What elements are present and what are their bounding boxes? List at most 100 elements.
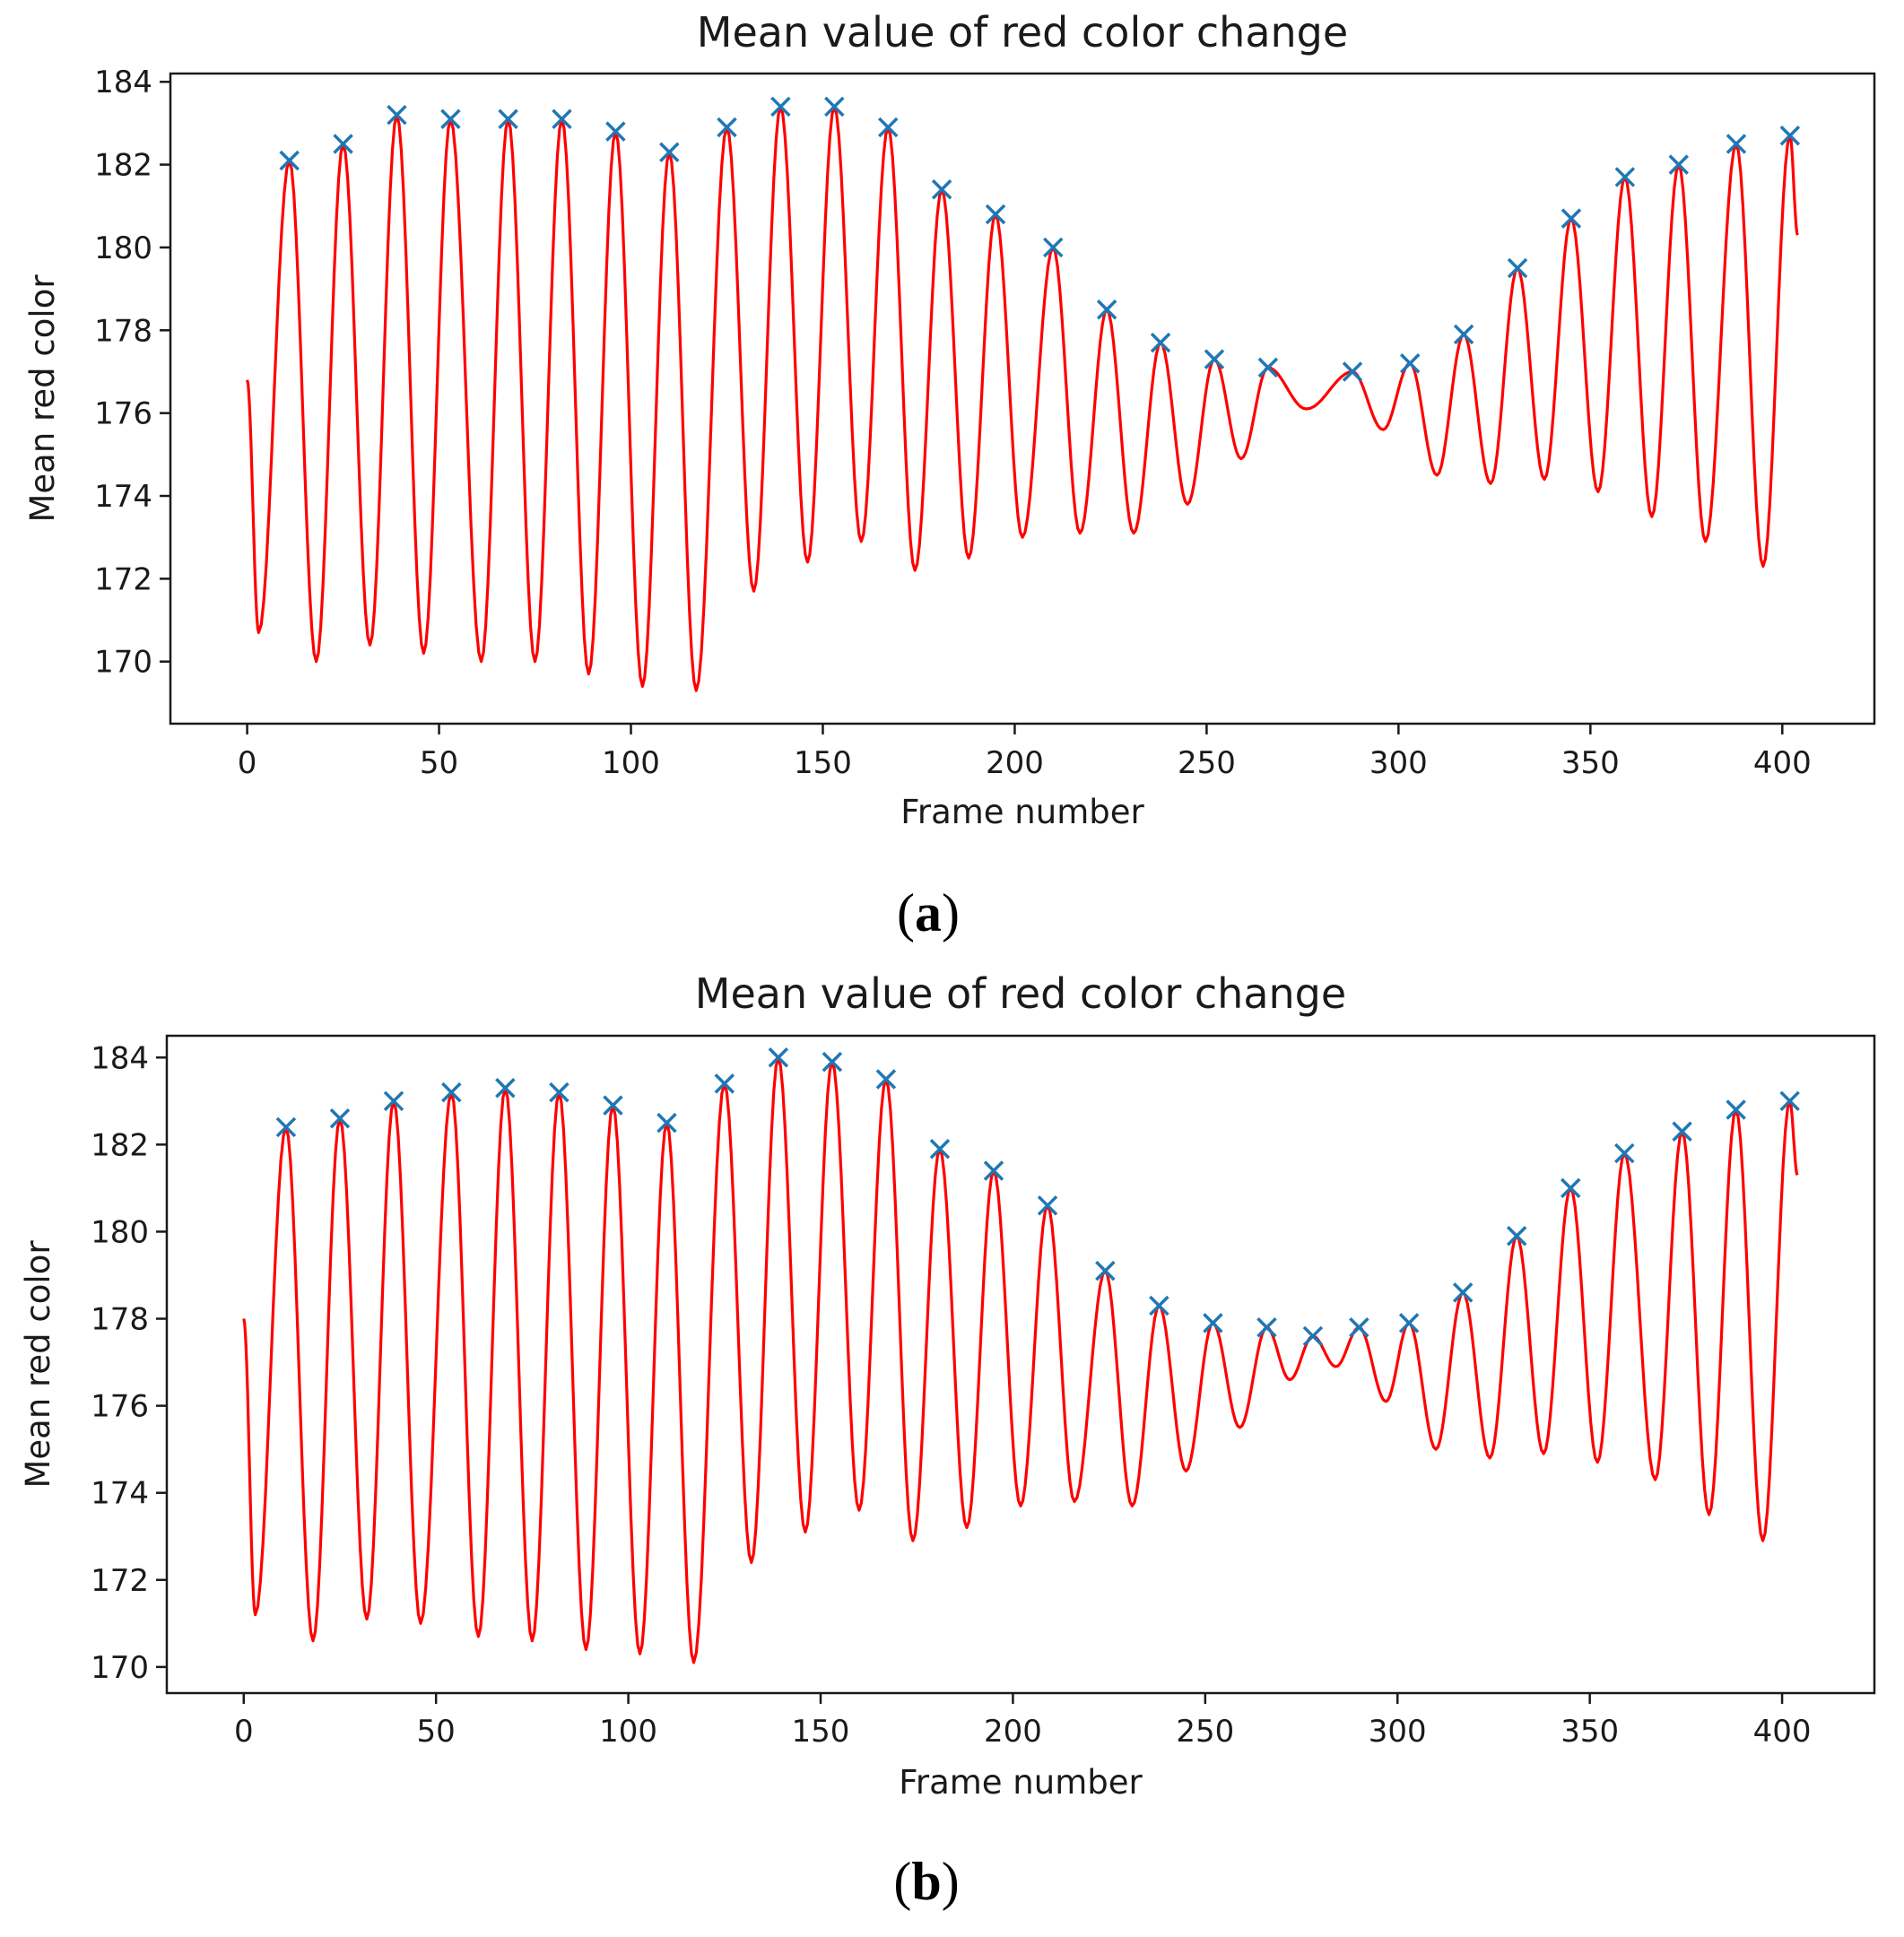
- peak-marker: [603, 1095, 623, 1116]
- peak-marker: [656, 1112, 677, 1134]
- peak-marker: [1398, 1313, 1420, 1333]
- x-tick-label: 0: [234, 1714, 254, 1750]
- y-tick-label: 170: [91, 1650, 149, 1686]
- y-tick-label: 184: [91, 1040, 149, 1076]
- peak-marker: [822, 1051, 843, 1073]
- x-tick-label: 200: [986, 745, 1044, 781]
- peak-marker: [824, 96, 845, 117]
- y-tick-label: 174: [94, 479, 152, 515]
- chart-title: Mean value of red color change: [695, 969, 1346, 1018]
- peak-marker: [1668, 154, 1689, 175]
- y-tick-label: 170: [94, 645, 152, 681]
- x-tick-label: 300: [1369, 745, 1428, 781]
- y-tick-label: 174: [91, 1476, 149, 1512]
- y-axis-label: Mean red color: [23, 274, 62, 523]
- x-axis-label: Frame number: [899, 1763, 1143, 1802]
- y-tick-label: 178: [94, 313, 152, 349]
- peak-marker: [985, 204, 1006, 225]
- y-tick-label: 176: [94, 396, 152, 432]
- x-tick-label: 250: [1178, 745, 1236, 781]
- x-axis-label: Frame number: [900, 793, 1144, 831]
- peak-marker: [1302, 1325, 1324, 1347]
- chart-panel-b: Mean value of red color change 0 50 100 150 2…: [19, 969, 1876, 1911]
- y-tick-label: 182: [91, 1127, 149, 1163]
- peak-marker: [1349, 1317, 1369, 1338]
- x-tick-label: 350: [1561, 745, 1620, 781]
- peak-marker: [1042, 237, 1064, 258]
- chart-panel-a: Mean value of red color change 0 50 100 150 2…: [23, 8, 1876, 942]
- peak-marker: [1453, 324, 1474, 345]
- peak-marker: [441, 1081, 462, 1103]
- series-line: [242, 1055, 1799, 1664]
- peak-marker: [768, 1047, 789, 1068]
- peak-marker: [1726, 1099, 1746, 1120]
- x-tick-label: 50: [420, 745, 458, 781]
- x-tick-label: 250: [1176, 1714, 1234, 1750]
- peak-marker: [1672, 1121, 1692, 1142]
- x-tick-label: 400: [1753, 745, 1812, 781]
- x-tick-label: 150: [794, 745, 852, 781]
- y-tick-label: 176: [91, 1389, 149, 1425]
- x-tick-label: 300: [1369, 1714, 1427, 1750]
- peak-marker: [714, 1073, 735, 1094]
- peak-marker: [1150, 332, 1171, 353]
- peak-marker: [1342, 361, 1363, 382]
- peak-marker: [929, 1138, 951, 1160]
- x-tick-label: 0: [238, 745, 257, 781]
- peak-marker: [659, 142, 680, 162]
- y-tick-label: 172: [94, 561, 152, 597]
- peak-marker: [1037, 1195, 1058, 1216]
- peak-marker: [329, 1107, 351, 1129]
- y-tick-label: 180: [94, 230, 152, 266]
- peak-marker: [1507, 257, 1528, 279]
- peak-marker: [1096, 299, 1117, 320]
- peak-marker: [1149, 1295, 1169, 1316]
- peak-marker: [605, 121, 626, 142]
- peak-marker: [383, 1090, 404, 1112]
- peak-marker: [440, 109, 461, 130]
- peak-marker: [1560, 1177, 1581, 1199]
- peak-marker: [1399, 353, 1421, 374]
- peak-marker: [717, 117, 737, 138]
- peak-marker: [279, 150, 300, 171]
- peak-marker: [875, 1069, 897, 1090]
- peak-marker: [495, 1078, 516, 1099]
- peak-marker: [1257, 357, 1279, 378]
- peak-marker: [1614, 1142, 1635, 1164]
- peak-marker: [1506, 1226, 1527, 1246]
- y-tick-label: 182: [94, 148, 152, 184]
- y-tick-label: 178: [91, 1302, 149, 1338]
- panel-caption: (b): [893, 1852, 959, 1911]
- y-tick-label: 180: [91, 1214, 149, 1250]
- chart-title: Mean value of red color change: [697, 8, 1348, 56]
- x-tick-label: 100: [602, 745, 660, 781]
- peak-marker: [1204, 349, 1225, 369]
- panel-caption: (a): [897, 883, 960, 942]
- peak-marker: [333, 134, 353, 154]
- y-tick-label: 172: [91, 1563, 149, 1599]
- peak-marker: [552, 109, 572, 130]
- peak-marker: [1779, 126, 1801, 146]
- peak-marker: [549, 1081, 569, 1103]
- x-tick-label: 150: [792, 1714, 850, 1750]
- panel-letter: b: [911, 1852, 941, 1911]
- peak-marker: [931, 179, 952, 200]
- x-tick-label: 200: [984, 1714, 1042, 1750]
- peak-marker: [770, 96, 791, 117]
- peak-marker: [877, 117, 899, 138]
- peak-marker: [1203, 1313, 1223, 1333]
- plot-frame: [169, 72, 1876, 725]
- peak-marker: [1726, 134, 1747, 154]
- peak-marker: [498, 109, 518, 130]
- series-line: [246, 105, 1799, 692]
- peak-marker: [1095, 1260, 1116, 1281]
- y-tick-label: 184: [94, 65, 152, 100]
- plot-frame: [165, 1034, 1876, 1695]
- x-tick-label: 100: [599, 1714, 657, 1750]
- peak-marker: [275, 1116, 297, 1138]
- x-tick-label: 400: [1753, 1714, 1812, 1750]
- x-tick-label: 350: [1561, 1714, 1619, 1750]
- peak-marker: [983, 1160, 1004, 1181]
- y-axis-label: Mean red color: [19, 1240, 57, 1489]
